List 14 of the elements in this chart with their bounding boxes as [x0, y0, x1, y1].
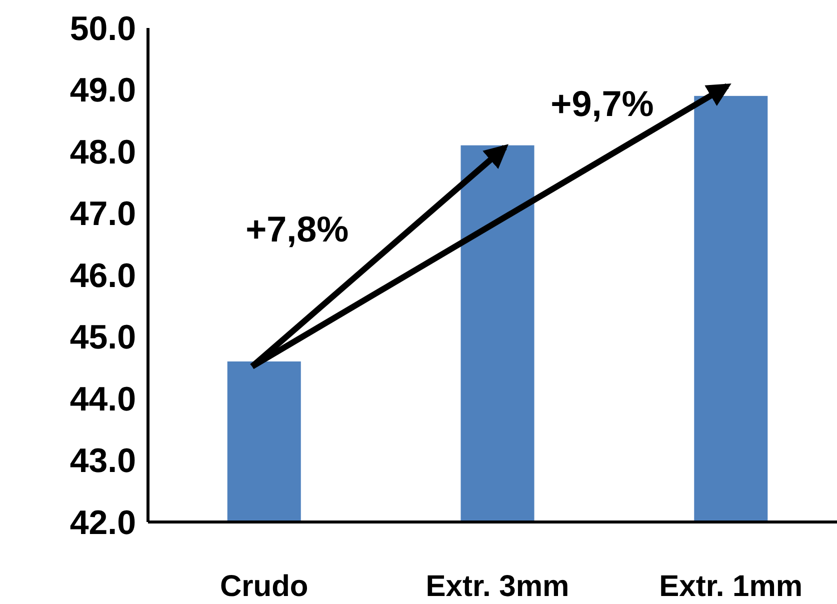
y-tick-label: 45.0	[70, 318, 136, 357]
annotation: +7,8%	[246, 208, 349, 250]
y-tick-label: 44.0	[70, 380, 136, 418]
y-tick-label: 42.0	[70, 504, 136, 542]
x-tick-label: Extr. 3mm	[426, 570, 570, 603]
y-tick-label: 48.0	[70, 133, 136, 172]
y-tick-label: 43.0	[70, 442, 136, 480]
y-tick-label: 50.0	[70, 10, 136, 48]
x-tick-label: Extr. 1mm	[659, 570, 803, 603]
y-tick-label: 46.0	[70, 256, 136, 295]
x-tick-label: Crudo	[220, 570, 308, 603]
y-tick-label: 49.0	[70, 72, 136, 110]
y-tick-label: 47.0	[70, 195, 136, 234]
annotation: +9,7%	[550, 82, 654, 124]
